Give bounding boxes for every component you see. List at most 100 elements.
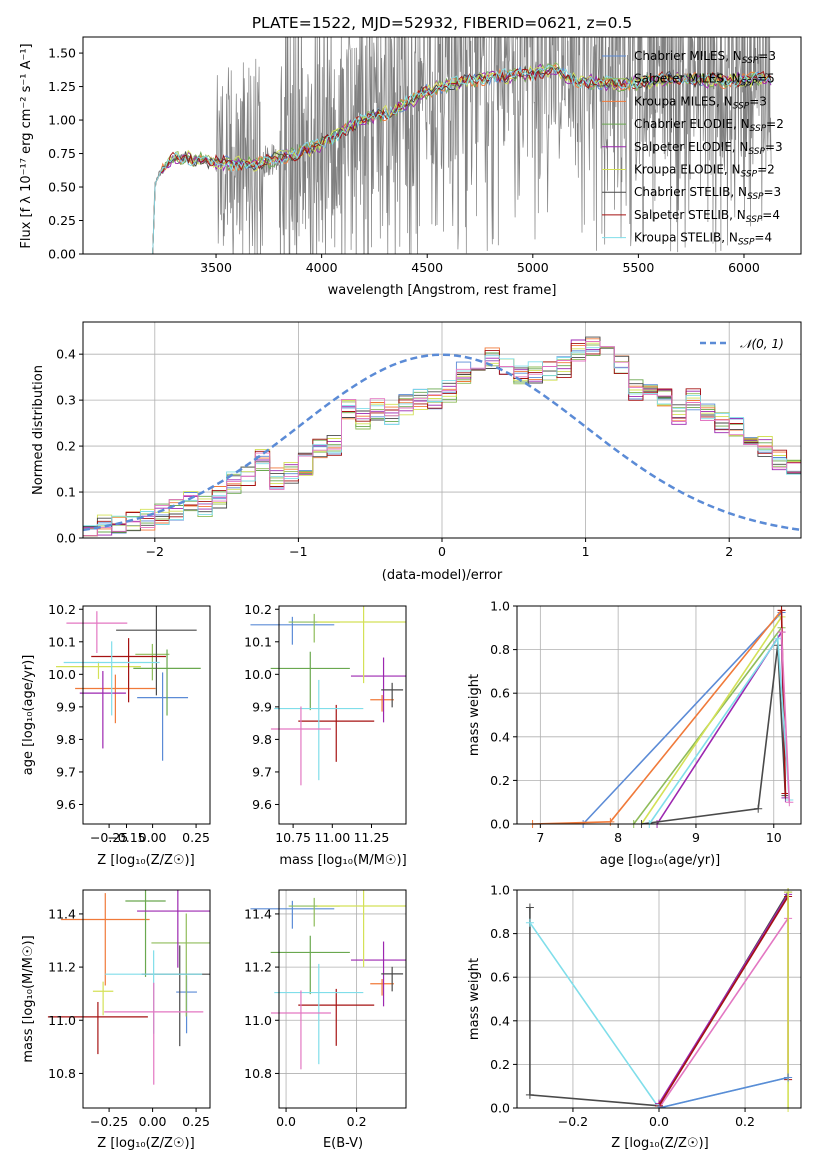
- mass-vs-metallicity-ticks: −0.25 0.00 0.25 10.8 11.0 11.2 11.4: [48, 906, 210, 1129]
- mass-vs-metallicity-xtick-label: 0.25: [182, 1114, 210, 1129]
- spectrum-xtick-label: 4500: [411, 260, 443, 275]
- weight-vs-metallicity-line-pink: [658, 917, 789, 1109]
- mass-vs-ebv-xtick-label: 0.0: [276, 1114, 296, 1129]
- weight-vs-metallicity-line-salpeter_elodie: [658, 893, 789, 1105]
- weight-vs-age-marker-chabrier_stelib: [754, 804, 763, 813]
- weight-vs-age-xtick-label: 10: [766, 830, 782, 845]
- residual-axis-ticks: −2 −1 0 1 2 0.0 0.1 0.2 0.3 0.4: [56, 347, 733, 559]
- weight-vs-age-marker-pink: [785, 798, 794, 807]
- age-vs-metallicity-xtick-label: −0.15: [107, 830, 145, 845]
- residual-histograms: [82, 336, 802, 537]
- weight-vs-age-ytick-label: 0.0: [490, 817, 510, 832]
- residual-ytick-label: 0.4: [56, 347, 76, 362]
- legend-label-kroupa_elodie: Kroupa ELODIE, NSSP=2: [634, 163, 775, 180]
- age-vs-metallicity-ytick-label: 10.2: [48, 602, 76, 617]
- legend-label-kroupa_miles: Kroupa MILES, NSSP=3: [634, 94, 767, 111]
- age-vs-mass-xtick-label: 11.25: [354, 830, 390, 845]
- weight-vs-metallicity-ytick-label: 0.4: [490, 1013, 510, 1028]
- weight-vs-age-plot: [528, 606, 794, 828]
- residual-xlabel: (data-model)/error: [382, 568, 503, 583]
- weight-vs-metallicity-marker-kroupa_stelib: [525, 918, 534, 927]
- mass-vs-ebv-panel: 0.0 0.2 10.8 11.0 11.2 11.4 E(B-V): [244, 889, 407, 1151]
- residual-panel: −2 −1 0 1 2 0.0 0.1 0.2 0.3 0.4 (data-model)/erro…: [31, 321, 802, 583]
- spectrum-xtick-label: 5500: [622, 260, 654, 275]
- mass-vs-ebv-xtick-label: 0.2: [347, 1114, 367, 1129]
- age-vs-metallicity-xtick-label: 0.25: [182, 830, 210, 845]
- residual-ylabel: Normed distribution: [31, 365, 46, 495]
- weight-vs-age-line-chabrier_stelib: [641, 645, 787, 825]
- age-vs-metallicity-plot: [55, 606, 201, 761]
- spectrum-xtick-label: 5000: [517, 260, 549, 275]
- weight-vs-age-line-pink: [780, 632, 791, 803]
- spectrum-ytick-label: 0.75: [48, 146, 76, 161]
- figure-title: PLATE=1522, MJD=52932, FIBERID=0621, z=0…: [252, 14, 633, 32]
- spectrum-model-salpeter_stelib: [152, 66, 772, 254]
- normal-legend: 𝒩(0, 1): [700, 337, 784, 351]
- age-vs-metallicity-xlabel: Z [log₁₀(Z/Z☉)]: [97, 853, 194, 868]
- age-vs-mass-panel: 10.75 11.00 11.259.69.79.89.910.010.110.2 …: [244, 602, 407, 868]
- age-vs-mass-ytick-label: 9.8: [252, 732, 272, 747]
- spectrum-ytick-label: 1.50: [48, 46, 76, 61]
- weight-vs-age-ytick-label: 0.2: [490, 773, 510, 788]
- mass-vs-ebv-xlabel: E(B-V): [323, 1136, 363, 1151]
- weight-vs-age-marker-kroupa_stelib: [773, 634, 782, 643]
- age-vs-mass-ytick-label: 9.6: [252, 797, 272, 812]
- age-vs-mass-ytick-label: 10.1: [244, 634, 272, 649]
- legend-label-chabrier_miles: Chabrier MILES, NSSP=3: [634, 49, 776, 66]
- residual-ytick-label: 0.0: [56, 531, 76, 546]
- mass-vs-metallicity-ytick-label: 11.4: [48, 906, 76, 921]
- spectrum-xlabel: wavelength [Angstrom, rest frame]: [328, 283, 557, 298]
- age-vs-metallicity-ytick-label: 10.1: [48, 634, 76, 649]
- legend-label-salpeter_miles: Salpeter MILES, NSSP=5: [634, 72, 775, 89]
- age-vs-mass-plot: [250, 606, 406, 786]
- spectrum-panel: 3500 4000 4500 5000 5500 6000 0.00 0.25 0.50 0.75…: [19, 36, 802, 298]
- weight-vs-metallicity-panel: −0.2 0.0 0.2 0.0 0.2 0.4 0.6 0.8 1.0 Z [log₁₀(Z/…: [467, 883, 802, 1151]
- weight-vs-age-grid: [517, 605, 801, 825]
- weight-vs-metallicity-marker-chabrier_miles: [784, 1073, 793, 1082]
- mass-vs-ebv-ytick-label: 10.8: [244, 1066, 272, 1081]
- model-legend: Chabrier MILES, NSSP=3 Salpeter MILES, NS…: [602, 49, 784, 248]
- spectrum-ylabel: Flux [f λ 10⁻¹⁷ erg cm⁻² s⁻¹ A⁻¹]: [19, 43, 34, 248]
- weight-vs-metallicity-ticks: −0.2 0.0 0.2 0.0 0.2 0.4 0.6 0.8 1.0: [490, 883, 755, 1130]
- residual-xtick-label: −2: [146, 544, 164, 559]
- weight-vs-metallicity-line-salpeter_stelib: [658, 893, 789, 1107]
- mass-vs-metallicity-plot: [47, 890, 210, 1085]
- normal-distribution-curve: [82, 353, 802, 532]
- spectrum-plot-area: [152, 37, 772, 254]
- mass-vs-metallicity-ylabel: mass [log₁₀(M/M☉)]: [21, 935, 36, 1062]
- weight-vs-metallicity-ytick-label: 0.8: [490, 926, 510, 941]
- mass-vs-ebv-ytick-label: 11.4: [244, 906, 272, 921]
- weight-vs-metallicity-marker-chabrier_stelib: [525, 903, 534, 912]
- spectrum-frame: [82, 36, 802, 255]
- mass-vs-metallicity-xtick-label: −0.25: [90, 1114, 128, 1129]
- residual-xtick-label: 1: [582, 544, 590, 559]
- mass-vs-metallicity-frame: [82, 889, 211, 1109]
- legend-label-salpeter_elodie: Salpeter ELODIE, NSSP=3: [634, 140, 783, 157]
- spectrum-xtick-label: 6000: [728, 260, 760, 275]
- age-vs-metallicity-ytick-label: 9.9: [56, 699, 76, 714]
- mass-vs-metallicity-ytick-label: 11.2: [48, 960, 76, 975]
- spectrum-axis-ticks: 3500 4000 4500 5000 5500 6000 0.00 0.25 0.50 0.75…: [48, 46, 760, 275]
- weight-vs-metallicity-line-chabrier_miles: [658, 1076, 789, 1109]
- residual-ytick-label: 0.2: [56, 439, 76, 454]
- age-vs-mass-ticks: 10.75 11.00 11.25 9.6 9.7 9.8 9.9 10.0 10.1 10.2: [244, 602, 389, 845]
- weight-vs-age-xtick-label: 7: [536, 830, 544, 845]
- residual-xtick-label: 0: [438, 544, 446, 559]
- spectrum-ytick-label: 0.50: [48, 180, 76, 195]
- spectrum-ytick-label: 0.25: [48, 213, 76, 228]
- residual-xtick-label: −1: [289, 544, 307, 559]
- weight-vs-metallicity-ytick-label: 0.2: [490, 1057, 510, 1072]
- weight-vs-age-xtick-label: 8: [614, 830, 622, 845]
- mass-vs-ebv-ytick-label: 11.0: [244, 1013, 272, 1028]
- age-vs-metallicity-frame: [82, 605, 211, 825]
- age-vs-metallicity-ylabel: age [log₁₀(age/yr)]: [21, 655, 36, 776]
- mass-vs-metallicity-xlabel: Z [log₁₀(Z/Z☉)]: [97, 1136, 194, 1151]
- mass-vs-ebv-plot: [250, 890, 406, 1070]
- weight-vs-metallicity-ytick-label: 0.0: [490, 1101, 510, 1116]
- weight-vs-metallicity-marker-chabrier_stelib: [525, 1090, 534, 1099]
- mass-vs-metallicity-panel: −0.25 0.00 0.25 10.8 11.0 11.2 11.4 Z [log₁₀(Z…: [21, 889, 211, 1151]
- weight-vs-age-line-kroupa_elodie: [640, 616, 783, 825]
- weight-vs-metallicity-xtick-label: −0.2: [558, 1114, 588, 1129]
- weight-vs-age-line-chabrier_miles: [582, 611, 783, 825]
